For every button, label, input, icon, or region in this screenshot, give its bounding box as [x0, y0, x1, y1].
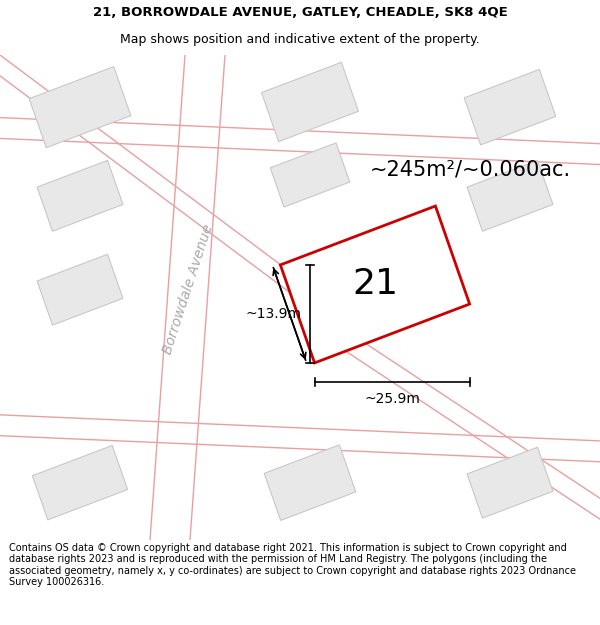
- Polygon shape: [29, 67, 131, 148]
- Polygon shape: [264, 445, 356, 521]
- Text: Contains OS data © Crown copyright and database right 2021. This information is : Contains OS data © Crown copyright and d…: [9, 542, 576, 588]
- Text: 21: 21: [352, 268, 398, 301]
- Polygon shape: [270, 143, 350, 207]
- Polygon shape: [280, 206, 470, 363]
- Text: ~25.9m: ~25.9m: [364, 392, 420, 406]
- Polygon shape: [32, 446, 128, 520]
- Polygon shape: [37, 254, 123, 325]
- Polygon shape: [467, 448, 553, 518]
- Polygon shape: [37, 161, 123, 231]
- Text: Map shows position and indicative extent of the property.: Map shows position and indicative extent…: [120, 33, 480, 46]
- Text: ~13.9m: ~13.9m: [245, 307, 302, 321]
- Polygon shape: [464, 69, 556, 145]
- Text: Borrowdale Avenue: Borrowdale Avenue: [160, 223, 215, 356]
- Polygon shape: [262, 62, 358, 142]
- Text: ~245m²/~0.060ac.: ~245m²/~0.060ac.: [370, 160, 571, 180]
- Polygon shape: [467, 161, 553, 231]
- Text: 21, BORROWDALE AVENUE, GATLEY, CHEADLE, SK8 4QE: 21, BORROWDALE AVENUE, GATLEY, CHEADLE, …: [92, 6, 508, 19]
